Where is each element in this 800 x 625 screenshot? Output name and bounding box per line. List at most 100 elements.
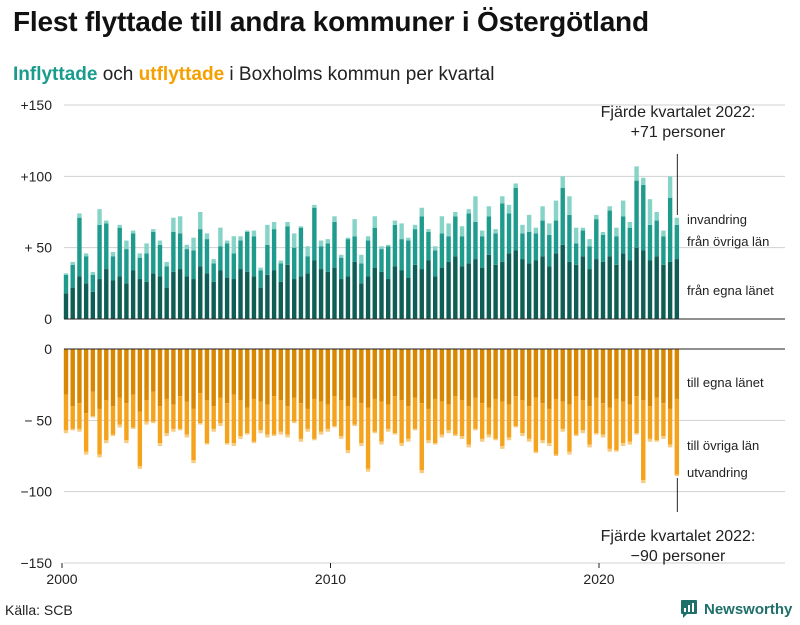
- bar-in-imm-q43: [352, 219, 357, 237]
- bar-out-other-q59: [459, 400, 465, 437]
- bar-out-other-q5: [97, 408, 102, 455]
- bar-in-own-q72: [547, 266, 552, 319]
- bar-in-imm-q37: [312, 204, 317, 208]
- bar-out-own-q45: [365, 349, 371, 408]
- bar-in-imm-q75: [567, 196, 572, 215]
- bar-out-other-q13: [151, 391, 156, 422]
- bar-out-own-q19: [191, 349, 196, 409]
- bar-out-emi-q67: [513, 426, 518, 428]
- bar-in-other-q82: [614, 236, 619, 265]
- x-tick-0: 2000: [46, 571, 77, 587]
- bar-out-other-q47: [379, 401, 384, 442]
- bar-out-other-q48: [386, 404, 391, 429]
- bar-out-emi-q88: [654, 440, 659, 442]
- bar-in-other-q68: [520, 233, 525, 260]
- bar-in-imm-q67: [513, 183, 518, 188]
- bar-in-own-q17: [177, 269, 183, 319]
- series-label-top-1: från övriga län: [687, 234, 769, 249]
- bar-out-other-q73: [553, 398, 559, 455]
- bar-in-own-q28: [251, 276, 257, 319]
- bar-in-other-q11: [137, 257, 143, 280]
- bar-in-imm-q24: [224, 240, 230, 244]
- bar-out-other-q22: [211, 406, 216, 429]
- bar-out-other-q43: [352, 397, 357, 425]
- bar-out-emi-q64: [493, 438, 498, 441]
- bar-out-own-q15: [164, 349, 169, 399]
- bar-out-other-q29: [258, 401, 263, 431]
- bar-in-own-q3: [83, 283, 89, 319]
- bar-in-imm-q68: [520, 224, 525, 234]
- series-label-top-2: från egna länet: [687, 283, 774, 298]
- bar-in-imm-q84: [627, 221, 633, 228]
- bar-in-other-q43: [352, 236, 357, 262]
- bar-out-other-q91: [674, 398, 680, 475]
- bar-out-emi-q61: [473, 428, 478, 431]
- bar-in-imm-q0: [63, 273, 69, 275]
- bar-out-other-q2: [77, 403, 82, 429]
- bar-in-other-q55: [432, 250, 438, 277]
- bar-out-other-q45: [365, 407, 371, 469]
- bar-out-emi-q70: [533, 451, 539, 454]
- bar-in-other-q44: [359, 263, 364, 284]
- bar-out-emi-q59: [459, 436, 465, 439]
- bar-out-own-q90: [667, 349, 673, 409]
- bar-in-imm-q21: [204, 233, 210, 240]
- bar-in-imm-q73: [553, 200, 559, 221]
- bar-in-own-q26: [238, 269, 243, 319]
- y-tick-bottom-2: −100: [20, 484, 52, 500]
- bar-out-own-q68: [520, 349, 525, 401]
- bar-out-emi-q63: [486, 434, 492, 438]
- bar-in-imm-q51: [406, 237, 411, 241]
- bar-in-other-q47: [379, 249, 384, 272]
- bar-in-other-q25: [231, 253, 237, 280]
- bar-in-imm-q15: [164, 261, 169, 267]
- bar-in-other-q30: [265, 244, 270, 275]
- bar-in-own-q56: [439, 267, 445, 319]
- bar-out-other-q60: [466, 406, 471, 445]
- bar-in-imm-q35: [298, 226, 304, 228]
- bar-in-imm-q11: [137, 253, 143, 258]
- bar-in-imm-q41: [339, 254, 344, 258]
- bar-out-own-q70: [533, 349, 539, 398]
- bar-out-emi-q36: [305, 428, 310, 432]
- bar-out-emi-q89: [661, 436, 666, 439]
- bar-out-emi-q34: [292, 421, 297, 424]
- bar-in-imm-q56: [439, 216, 445, 234]
- bar-out-other-q23: [218, 397, 223, 424]
- bar-in-own-q25: [231, 279, 237, 319]
- bar-in-other-q61: [473, 221, 478, 260]
- annotation_top-line1: Fjärde kvartalet 2022:: [601, 104, 756, 121]
- bar-out-emi-q90: [667, 444, 673, 448]
- bar-out-other-q84: [627, 404, 633, 442]
- bar-in-own-q51: [406, 277, 411, 319]
- bar-out-other-q55: [432, 398, 438, 444]
- bar-out-own-q9: [124, 349, 129, 404]
- bar-in-own-q1: [70, 287, 75, 319]
- bar-out-own-q21: [204, 349, 210, 401]
- bar-out-own-q44: [359, 349, 364, 404]
- bar-out-own-q52: [412, 349, 418, 398]
- bar-in-imm-q69: [526, 214, 532, 232]
- bar-out-own-q43: [352, 349, 357, 398]
- bar-out-emi-q50: [399, 443, 404, 447]
- bar-in-other-q28: [251, 236, 257, 277]
- bar-out-emi-q12: [144, 421, 149, 425]
- bar-out-own-q27: [245, 349, 250, 408]
- bar-out-own-q63: [486, 349, 492, 408]
- bar-out-other-q88: [654, 397, 659, 441]
- bar-out-emi-q24: [224, 443, 230, 445]
- bar-in-other-q73: [553, 220, 559, 254]
- bar-out-emi-q53: [419, 470, 424, 474]
- bar-in-own-q30: [265, 274, 270, 319]
- bar-out-other-q38: [318, 401, 324, 432]
- annotation_top-line2: +71 personer: [631, 124, 726, 141]
- bar-in-imm-q19: [191, 237, 196, 251]
- bar-out-other-q77: [580, 400, 586, 431]
- bar-in-imm-q29: [258, 267, 263, 271]
- bar-in-imm-q63: [486, 206, 492, 217]
- bar-in-other-q85: [634, 180, 639, 248]
- y-tick-top-3: +150: [20, 97, 52, 113]
- bar-out-other-q51: [406, 406, 411, 439]
- bar-in-imm-q78: [587, 239, 592, 247]
- bar-in-imm-q45: [365, 236, 371, 241]
